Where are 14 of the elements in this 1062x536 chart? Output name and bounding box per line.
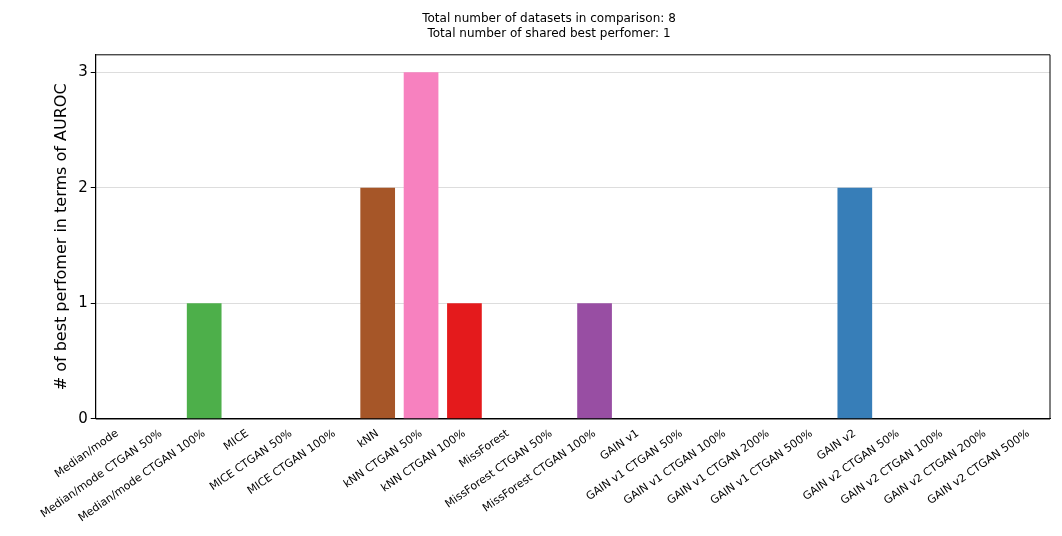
y-axis-title: # of best perfomer in terms of AUROC [50, 83, 70, 391]
chart-subtitle: Total number of shared best perfomer: 1 [426, 25, 671, 40]
y-tick-label: 2 [78, 177, 88, 196]
bar [403, 72, 439, 419]
bar [447, 303, 482, 419]
y-tick-label: 3 [78, 62, 88, 81]
bar [837, 187, 873, 419]
y-tick-label: 1 [78, 293, 88, 312]
bar [577, 303, 612, 419]
bar [360, 187, 396, 419]
y-tick-label: 0 [78, 408, 88, 427]
chart-title: Total number of datasets in comparison: 8 [421, 11, 676, 26]
x-tick-label: kNN [354, 426, 382, 451]
bar [186, 303, 222, 419]
